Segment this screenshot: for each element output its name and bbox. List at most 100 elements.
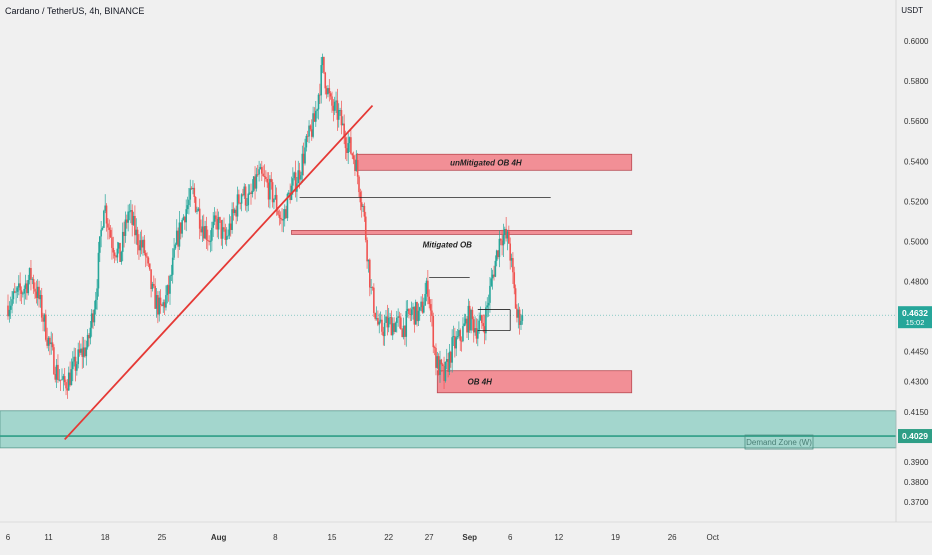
last-price-value: 0.4632	[902, 308, 928, 318]
candle-body-187	[259, 167, 262, 170]
candle-body-338	[463, 323, 466, 327]
candle-body-231	[319, 94, 321, 96]
candle-body-184	[255, 174, 258, 189]
candle-body-263	[362, 205, 364, 207]
candle-body-323	[443, 366, 445, 382]
candle-body-43	[65, 382, 67, 389]
candle-body-164	[228, 223, 231, 236]
candle-body-343	[470, 309, 472, 331]
candle-body-222	[306, 135, 309, 137]
candle-body-156	[217, 217, 220, 230]
candle-body-207	[286, 193, 289, 219]
candle-body-254	[350, 137, 352, 154]
candle-body-331	[454, 336, 456, 349]
y-tick-label-7: 0.4450	[904, 348, 929, 357]
candle-body-25	[40, 295, 43, 318]
candle-body-230	[317, 94, 320, 110]
candle-body-314	[431, 310, 433, 316]
candle-body-330	[452, 336, 455, 338]
candle-body-351	[481, 315, 483, 324]
candle-body-358	[490, 278, 493, 286]
candle-body-137	[192, 187, 194, 190]
x-tick-label-4: Aug	[211, 533, 227, 542]
candle-body-40	[61, 379, 63, 381]
candle-body-266	[366, 240, 368, 262]
chart-title: Cardano / TetherUS, 4h, BINANCE	[5, 6, 145, 16]
candle-body-191	[265, 177, 267, 180]
candle-body-247	[340, 110, 343, 126]
candle-body-127	[178, 222, 181, 247]
candle-body-36	[55, 364, 58, 380]
candle-body-106	[150, 269, 152, 290]
candles	[7, 53, 524, 399]
candle-body-281	[386, 316, 389, 328]
candle-body-190	[263, 176, 266, 178]
candle-body-148	[207, 239, 209, 241]
candle-body-152	[212, 221, 214, 228]
candle-body-174	[242, 194, 244, 196]
candle-body-373	[510, 258, 513, 261]
candle-body-77	[111, 237, 113, 248]
candle-body-201	[278, 214, 281, 218]
candle-body-272	[374, 312, 376, 319]
y-tick-label-2: 0.5600	[904, 117, 929, 126]
x-tick-label-7: 22	[384, 533, 393, 542]
candle-body-227	[313, 113, 316, 122]
candle-body-144	[201, 226, 204, 233]
candle-body-78	[112, 247, 115, 253]
candle-body-363	[497, 250, 499, 258]
candle-body-243	[335, 100, 337, 102]
candle-body-317	[435, 348, 437, 368]
candle-body-12	[23, 288, 25, 294]
candle-body-344	[471, 309, 474, 320]
candle-body-15	[27, 279, 30, 294]
candle-body-307	[421, 301, 424, 313]
candle-body-381	[521, 315, 524, 321]
candle-body-88	[126, 219, 128, 223]
candle-body-327	[448, 351, 451, 372]
candle-body-297	[408, 308, 410, 315]
demand-level-value: 0.4029	[902, 431, 928, 441]
candle-body-294	[404, 325, 406, 337]
candle-body-256	[352, 155, 355, 160]
candle-body-111	[157, 295, 159, 315]
candle-body-1	[8, 309, 11, 317]
candle-body-66	[96, 288, 98, 300]
candle-body-51	[76, 364, 78, 371]
candle-body-166	[231, 209, 233, 230]
candle-body-124	[174, 244, 177, 249]
candle-body-96	[136, 229, 139, 246]
candle-body-76	[109, 229, 112, 238]
candle-body-349	[478, 320, 480, 330]
candle-body-97	[138, 245, 140, 251]
candle-body-183	[254, 176, 256, 189]
candle-body-217	[300, 175, 302, 180]
candle-body-130	[182, 216, 185, 220]
candle-body-63	[92, 313, 94, 323]
candle-body-68	[99, 236, 101, 253]
candle-body-84	[120, 251, 123, 262]
candle-body-70	[101, 227, 104, 230]
candle-body-116	[163, 302, 166, 308]
candle-body-232	[320, 65, 322, 96]
candle-body-196	[271, 182, 274, 203]
candle-body-370	[506, 231, 509, 239]
candle-body-161	[224, 229, 227, 240]
candle-body-49	[73, 356, 75, 362]
candle-body-41	[62, 376, 65, 380]
candle-body-159	[221, 227, 224, 239]
candle-body-142	[198, 208, 201, 229]
candle-body-276	[379, 319, 382, 322]
candle-body-293	[402, 325, 405, 338]
candle-body-215	[297, 170, 300, 184]
candle-body-233	[321, 56, 324, 66]
candle-body-47	[70, 369, 73, 386]
candle-body-64	[93, 309, 96, 323]
candle-body-17	[30, 268, 32, 280]
candle-body-102	[144, 253, 147, 257]
candle-body-291	[400, 317, 402, 330]
candle-body-224	[309, 125, 312, 130]
candle-body-241	[332, 105, 335, 111]
demand-zone	[0, 410, 897, 449]
